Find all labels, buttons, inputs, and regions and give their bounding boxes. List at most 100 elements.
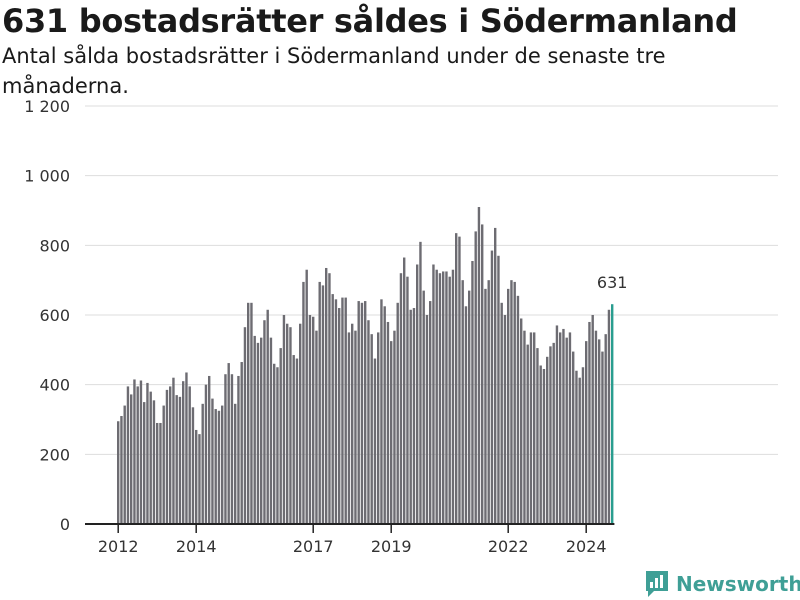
bar [315,330,318,524]
bar [409,309,412,524]
bar [133,379,136,524]
bar [185,372,188,524]
bar [195,429,198,524]
bar [136,386,139,524]
bar [182,381,185,524]
bar [533,332,536,524]
bar [230,374,234,524]
bar [299,323,302,524]
bar [500,302,503,524]
bar [559,332,562,524]
bar [217,410,221,524]
bar [607,309,611,524]
bar [526,344,529,524]
bar [575,370,578,524]
bar [117,421,120,524]
bar [572,351,575,524]
bar [211,398,214,524]
newsworthy-logo-text: Newsworthy [676,572,800,596]
y-tick-label: 1 000 [24,167,70,186]
bar [377,332,380,524]
bar [503,315,507,524]
chart-title: 631 bostadsrätter såldes i Södermanland [2,2,738,40]
bar [507,288,510,524]
bar [438,273,442,524]
bar [604,334,607,524]
bar [581,367,585,524]
bar [357,301,360,524]
bar [188,386,191,524]
bar [328,273,331,524]
newsworthy-logo-icon [646,571,668,597]
bar [214,409,217,524]
bar [565,337,568,524]
y-axis-tick-labels: 0 200 400 600 800 1 000 1 200 [24,97,70,534]
bar [347,332,351,524]
bar [370,334,373,524]
bar [477,207,481,524]
bar [474,231,477,524]
bar [416,264,419,524]
bar [204,384,208,524]
bar [266,309,269,524]
bar [351,323,354,524]
bar [568,332,572,524]
bar [286,323,289,524]
bar [162,405,165,524]
bar [354,330,357,524]
bar [331,294,334,524]
bar [393,330,396,524]
bar [523,330,526,524]
bar [256,342,260,524]
bar [273,363,276,524]
bar [269,337,273,524]
bar [143,402,146,524]
bar [390,341,393,524]
bar [383,306,386,524]
bar [442,271,445,524]
bar [490,250,494,524]
y-tick-label: 1 200 [24,97,70,116]
bar [338,308,341,524]
y-tick-label: 600 [39,306,70,325]
bar [292,355,295,524]
bar [253,335,256,524]
y-tick-label: 0 [60,515,70,534]
bar [549,346,552,524]
last-value-label: 631 [597,273,628,292]
bar [513,281,516,524]
y-tick-label: 200 [39,445,70,464]
bar [373,358,377,524]
bar [250,302,253,524]
bar [481,224,484,524]
bar [458,236,461,524]
x-tick-label: 2012 [98,537,139,556]
bar [208,375,211,524]
bar [334,299,338,524]
newsworthy-logo: Newsworthy [644,569,800,599]
x-tick-label: 2024 [566,537,607,556]
x-tick-label: 2019 [371,537,412,556]
bar [172,377,175,524]
bar [585,341,588,524]
bar [429,301,432,524]
bar [237,375,240,524]
bar [120,416,123,524]
bar [536,348,539,524]
bar [169,386,172,524]
bar [341,297,344,524]
x-tick-label: 2017 [293,537,334,556]
bar [539,365,542,524]
x-tick-label: 2022 [488,537,529,556]
bar [445,271,448,524]
bar [468,290,471,524]
bar [221,405,224,524]
bar [263,320,266,524]
bar [279,348,282,524]
bar [282,315,286,524]
bar [497,255,500,525]
bar [149,391,152,524]
bar [289,327,292,524]
bar [555,325,559,524]
